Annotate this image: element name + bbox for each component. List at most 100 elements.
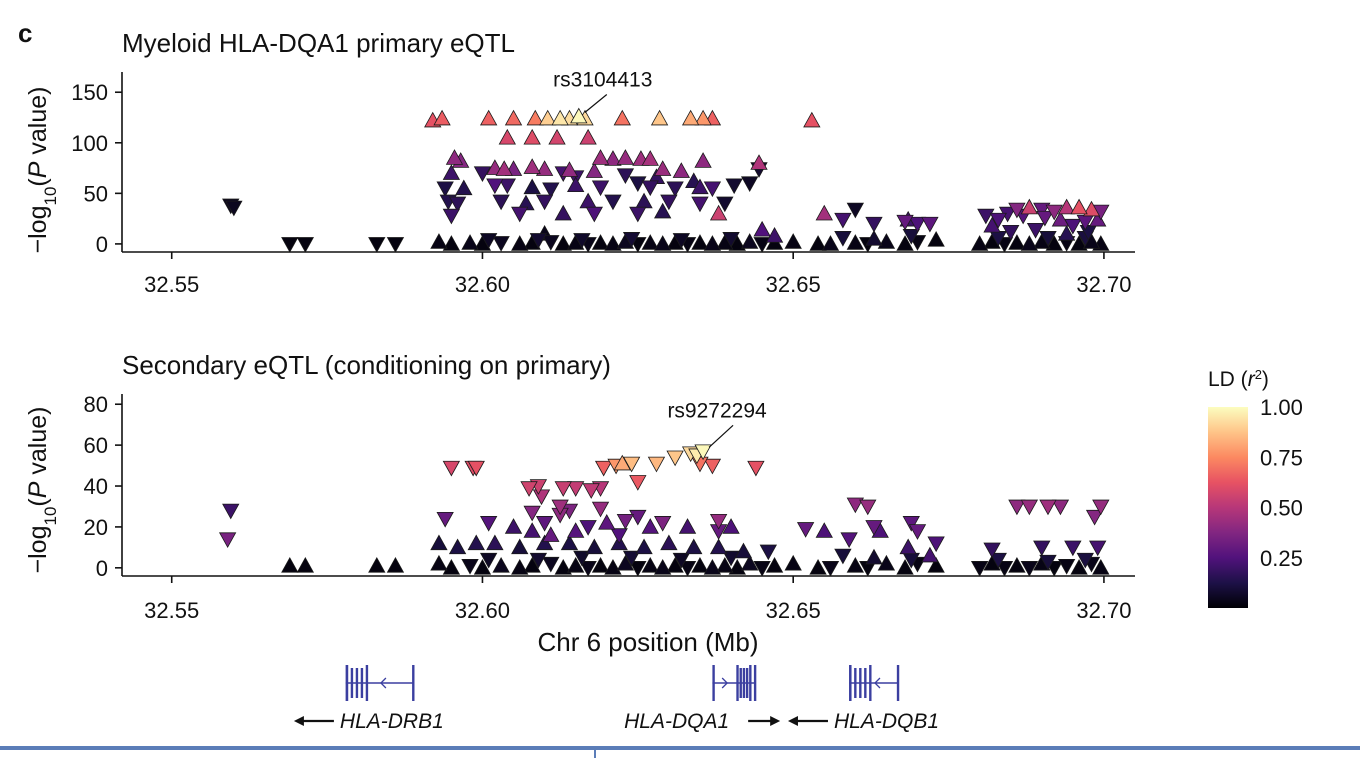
snp-point-up bbox=[548, 128, 566, 145]
snp-point-up bbox=[728, 558, 746, 575]
ylabel-log: −log bbox=[24, 206, 52, 254]
snp-point-up bbox=[672, 162, 691, 178]
gene-label: HLA-DQB1 bbox=[834, 710, 939, 733]
gene-exon bbox=[869, 665, 872, 701]
x-tick-label: 32.70 bbox=[1076, 272, 1131, 297]
snp-point-down bbox=[629, 509, 647, 526]
snp-point-up bbox=[734, 542, 753, 559]
snp-point-up bbox=[523, 128, 541, 145]
snp-point-up bbox=[678, 518, 697, 534]
snp-point-down bbox=[579, 561, 597, 577]
snp-point-up bbox=[442, 235, 461, 251]
snp-point-down bbox=[1089, 540, 1107, 557]
secondary-axes: 0 20 40 60 80 32.55 32.60 32.65 32.70 bbox=[84, 392, 1135, 623]
snp-point-down bbox=[585, 206, 603, 223]
y-tick-label: 60 bbox=[84, 433, 108, 458]
snp-point-up bbox=[442, 164, 461, 180]
snp-point-up bbox=[703, 558, 722, 575]
ld-colorbar: LD (r2) 1.00 0.75 0.50 0.25 bbox=[1208, 367, 1303, 608]
strand-arrowhead bbox=[293, 716, 304, 726]
snp-point-up bbox=[784, 554, 802, 571]
annotation-leader bbox=[708, 424, 734, 448]
ylabel-value: value) bbox=[24, 407, 52, 482]
y-tick-label: 0 bbox=[96, 232, 108, 257]
snp-point-down bbox=[1064, 540, 1082, 557]
snp-point-down bbox=[535, 194, 554, 211]
snp-point-down bbox=[759, 544, 778, 561]
snp-point-up bbox=[591, 556, 610, 573]
snp-point-up bbox=[566, 556, 585, 573]
snp-point-up bbox=[498, 128, 516, 145]
snp-point-down bbox=[846, 202, 865, 219]
gene-hla-dqb1: HLA-DQB1 bbox=[787, 665, 939, 733]
snp-point-down bbox=[296, 237, 315, 253]
snp-point-down bbox=[479, 552, 498, 569]
snp-point-down bbox=[1020, 561, 1039, 577]
strand-chevron bbox=[379, 677, 387, 689]
x-tick-label: 32.60 bbox=[455, 598, 510, 623]
x-axis-label: Chr 6 position (Mb) bbox=[537, 627, 758, 657]
snp-point-up bbox=[591, 149, 610, 165]
snp-point-up bbox=[846, 234, 865, 250]
snp-point-up bbox=[455, 179, 473, 196]
snp-point-down bbox=[834, 231, 852, 247]
snp-point-up bbox=[539, 109, 557, 126]
snp-point-up bbox=[641, 234, 659, 250]
snp-point-down bbox=[573, 550, 591, 567]
snp-point-down bbox=[591, 501, 610, 518]
ylabel-subscript: 10 bbox=[41, 187, 60, 206]
snp-point-down bbox=[1002, 224, 1020, 241]
snp-point-up bbox=[865, 548, 883, 565]
snp-point-up bbox=[523, 522, 541, 538]
snp-point-down bbox=[908, 216, 927, 233]
snp-point-down bbox=[995, 561, 1014, 577]
snp-point-down bbox=[1051, 499, 1070, 516]
colorbar-title-prefix: LD ( bbox=[1208, 368, 1248, 391]
gene-exon bbox=[753, 665, 757, 701]
y-tick-label: 150 bbox=[71, 80, 108, 105]
snp-point-down bbox=[554, 481, 572, 497]
snp-point-up bbox=[523, 556, 541, 573]
gene-exon bbox=[859, 668, 862, 698]
gene-label: HLA-DQA1 bbox=[624, 710, 729, 733]
snp-point-up bbox=[703, 235, 722, 251]
snp-point-up bbox=[750, 154, 768, 170]
snp-point-down bbox=[834, 548, 852, 565]
snp-point-down bbox=[1057, 558, 1076, 575]
colorbar-ticks: 1.00 0.75 0.50 0.25 bbox=[1260, 395, 1303, 571]
snp-point-down bbox=[796, 522, 815, 538]
snp-point-up bbox=[666, 556, 684, 573]
snp-annotation-label: rs3104413 bbox=[553, 68, 652, 91]
snp-point-down bbox=[1039, 231, 1057, 247]
snp-point-down bbox=[594, 460, 613, 477]
colorbar-title-suffix: ) bbox=[1262, 368, 1269, 391]
y-tick-label: 40 bbox=[84, 474, 108, 499]
ylabel-p: P bbox=[24, 481, 52, 498]
snp-point-up bbox=[815, 204, 833, 221]
snp-point-down bbox=[473, 166, 492, 182]
snp-point-down bbox=[386, 237, 405, 253]
snp-point-up bbox=[896, 558, 914, 575]
x-tick-label: 32.65 bbox=[766, 598, 821, 623]
snp-point-down bbox=[753, 237, 771, 253]
snp-point-down bbox=[865, 520, 883, 536]
snp-point-up bbox=[927, 556, 945, 573]
gene-exon bbox=[742, 668, 746, 698]
snp-point-up bbox=[585, 538, 603, 555]
ylabel-subscript: 10 bbox=[41, 507, 60, 526]
snp-point-down bbox=[492, 236, 510, 252]
snp-point-down bbox=[582, 483, 600, 499]
snp-point-down bbox=[703, 181, 722, 198]
snp-point-up bbox=[650, 109, 669, 126]
snp-point-up bbox=[560, 534, 579, 551]
snp-point-up bbox=[616, 554, 635, 571]
snp-point-down bbox=[629, 176, 647, 193]
snp-point-down bbox=[902, 229, 920, 245]
snp-point-down bbox=[532, 489, 551, 506]
snp-point-down bbox=[722, 550, 740, 567]
snp-point-up bbox=[809, 558, 827, 575]
snp-point-up bbox=[877, 554, 896, 571]
snp-point-down bbox=[716, 196, 734, 213]
x-tick-label: 32.65 bbox=[766, 272, 821, 297]
snp-point-up bbox=[1070, 198, 1088, 215]
